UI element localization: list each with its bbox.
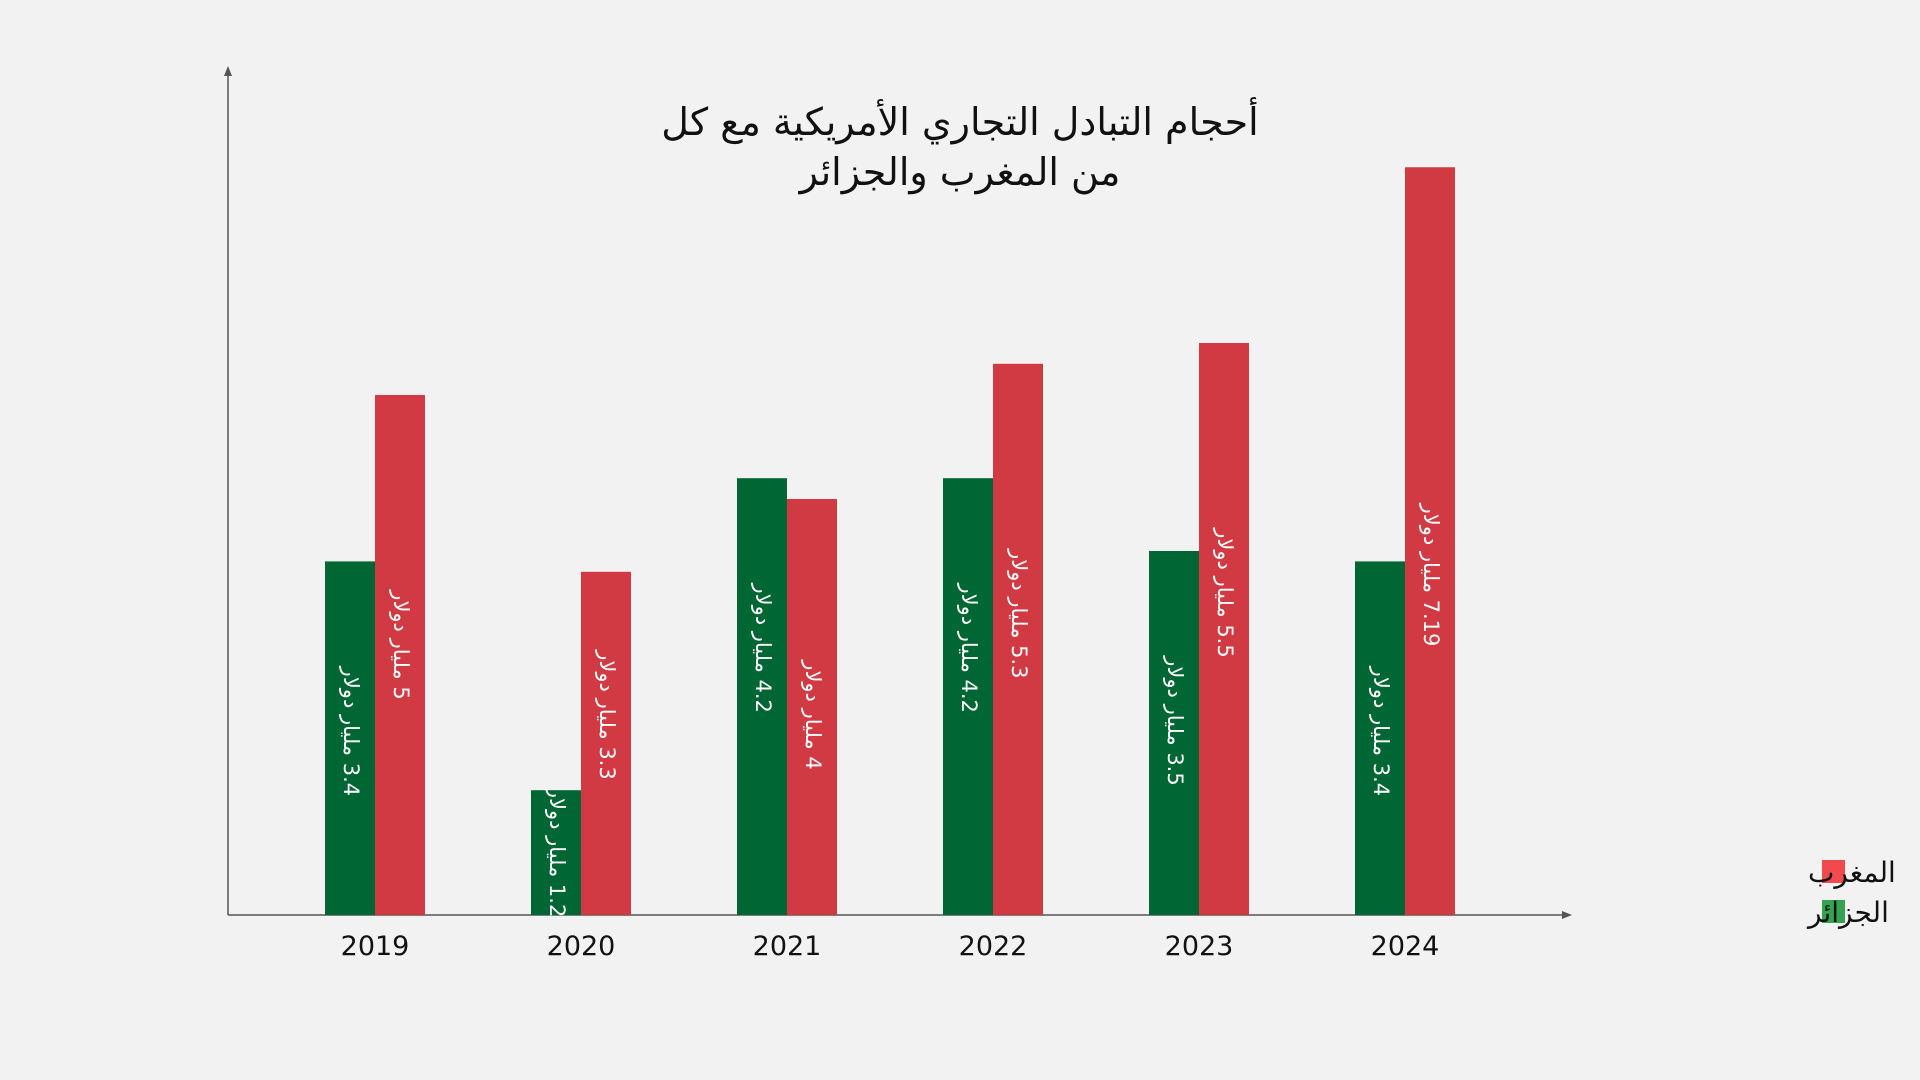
bar-algeria-2020 <box>531 790 581 915</box>
legend-label-algeria: الجزائر <box>1806 896 1889 929</box>
legend: المغرب الجزائر <box>1806 856 1896 929</box>
bar-value-label-morocco-2022: 5.3 مليار دولار <box>1007 548 1031 678</box>
chart-title-line-2: من المغرب والجزائر <box>798 150 1121 195</box>
bar-value-label-algeria-2021: 4.2 مليار دولار <box>751 582 775 712</box>
bar-value-label-morocco-2024: 7.19 مليار دولار <box>1419 503 1443 647</box>
bar-morocco-2021 <box>787 499 837 915</box>
bar-value-label-morocco-2021: 4 مليار دولار <box>801 659 825 769</box>
x-tick-label-2019: 2019 <box>341 931 410 962</box>
x-tick-label-2021: 2021 <box>753 931 822 962</box>
bars-layer <box>325 167 1455 916</box>
legend-swatch-algeria <box>1822 900 1845 923</box>
bar-algeria-2022 <box>943 478 993 915</box>
y-axis-arrow <box>224 66 232 76</box>
x-tick-labels: 2019 2020 2021 2022 2023 2024 <box>341 931 1440 962</box>
chart-axes <box>224 66 1572 919</box>
x-tick-label-2022: 2022 <box>959 931 1028 962</box>
bar-value-label-algeria-2019: 3.4 مليار دولار <box>339 666 363 796</box>
x-tick-label-2024: 2024 <box>1371 931 1440 962</box>
x-axis-arrow <box>1562 911 1572 919</box>
bar-value-label-morocco-2020: 3.3 مليار دولار <box>595 649 619 779</box>
bar-morocco-2019 <box>375 395 425 915</box>
bar-algeria-2023 <box>1149 551 1199 915</box>
bar-value-label-morocco-2023: 5.5 مليار دولار <box>1213 527 1237 657</box>
bar-morocco-2020 <box>581 571 631 915</box>
bar-value-label-algeria-2020: 1.2 مليار دولار <box>545 787 569 917</box>
chart-title: أحجام التبادل التجاري الأمريكية مع كل من… <box>661 97 1258 195</box>
legend-swatch-morocco <box>1822 860 1845 883</box>
bar-morocco-2022 <box>993 363 1043 915</box>
bar-value-label-morocco-2019: 5 مليار دولار <box>389 589 413 699</box>
x-tick-label-2023: 2023 <box>1165 931 1234 962</box>
bar-algeria-2019 <box>325 561 375 915</box>
bar-algeria-2024 <box>1355 561 1405 915</box>
bar-value-label-algeria-2023: 3.5 مليار دولار <box>1163 655 1187 785</box>
chart-title-line-1: أحجام التبادل التجاري الأمريكية مع كل <box>661 97 1258 145</box>
bar-morocco-2024 <box>1405 167 1455 916</box>
bar-algeria-2021 <box>737 478 787 915</box>
x-tick-label-2020: 2020 <box>547 931 616 962</box>
bar-morocco-2023 <box>1199 343 1249 915</box>
legend-label-morocco: المغرب <box>1808 856 1896 889</box>
bar-labels-layer: 3.4 مليار دولار 5 مليار دولار 1.2 مليار دو… <box>339 503 1443 918</box>
bar-value-label-algeria-2024: 3.4 مليار دولار <box>1369 666 1393 796</box>
bar-value-label-algeria-2022: 4.2 مليار دولار <box>957 582 981 712</box>
